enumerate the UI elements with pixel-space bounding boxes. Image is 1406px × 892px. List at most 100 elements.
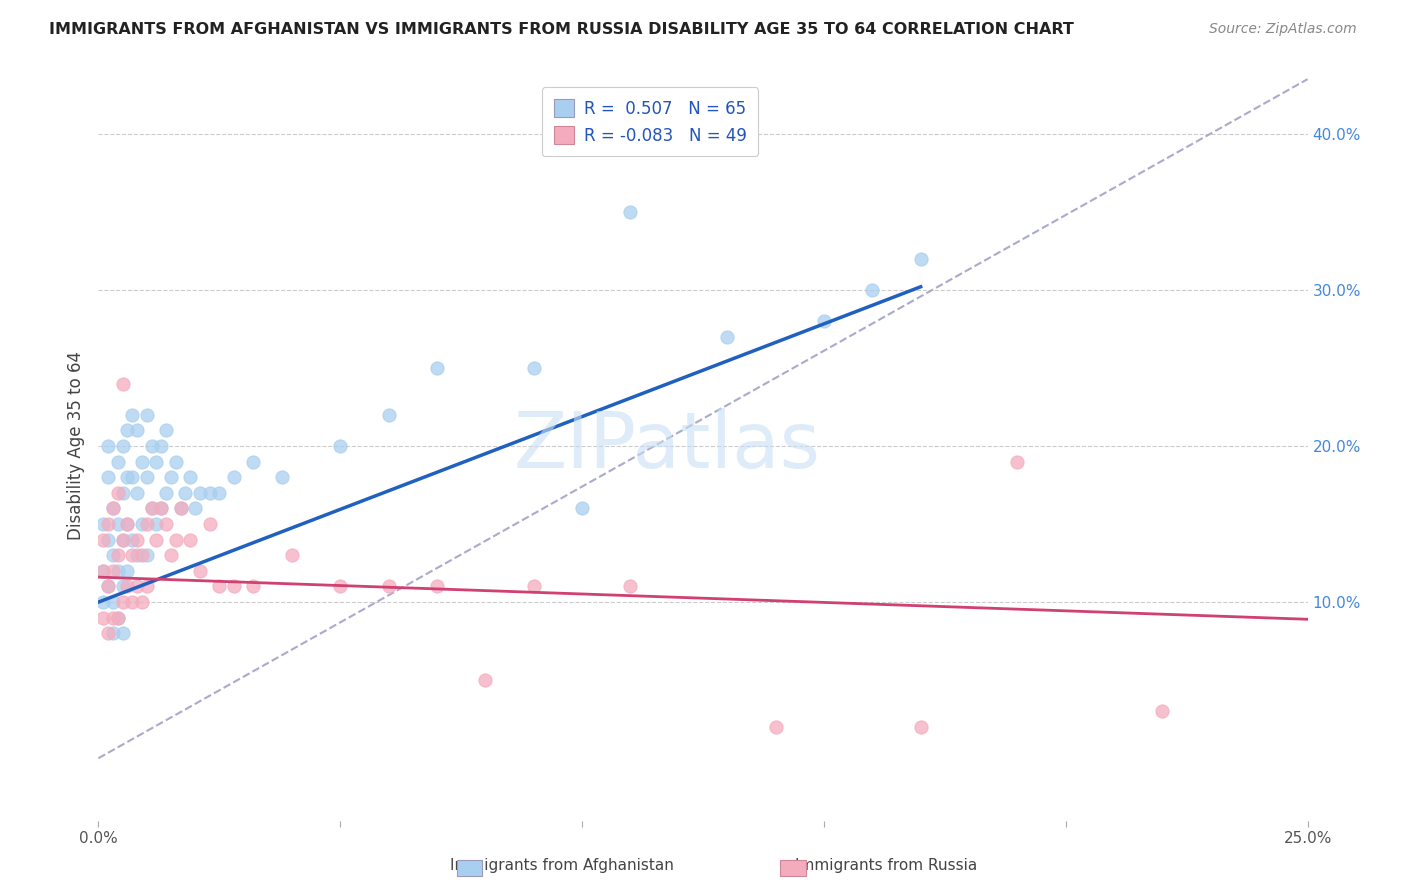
Point: [107, 564, 129, 578]
Y-axis label: Disability Age 35 to 64: Disability Age 35 to 64: [66, 351, 84, 541]
Point: [150, 439, 173, 453]
Point: [242, 455, 264, 469]
Point: [131, 548, 153, 563]
Point: [97, 580, 120, 594]
Point: [121, 595, 143, 609]
Point: [474, 673, 496, 687]
Point: [111, 580, 134, 594]
Point: [107, 611, 129, 625]
Point: [121, 533, 143, 547]
Point: [271, 470, 294, 484]
Point: [860, 283, 883, 297]
Point: [101, 501, 124, 516]
Point: [169, 501, 191, 516]
Point: [222, 470, 245, 484]
Point: [127, 548, 149, 563]
Point: [91, 611, 114, 625]
Point: [131, 455, 153, 469]
Point: [107, 548, 129, 563]
Point: [145, 517, 167, 532]
Point: [135, 580, 157, 594]
Point: [111, 626, 134, 640]
Point: [188, 485, 211, 500]
Point: [111, 439, 134, 453]
Point: [101, 564, 124, 578]
Point: [101, 501, 124, 516]
Point: [1152, 705, 1174, 719]
Point: [135, 470, 157, 484]
Point: [127, 424, 149, 438]
Point: [127, 485, 149, 500]
Point: [523, 580, 546, 594]
Point: [101, 626, 124, 640]
Point: [117, 580, 139, 594]
Point: [141, 501, 163, 516]
Point: [97, 470, 120, 484]
Point: [179, 533, 201, 547]
Point: [91, 533, 114, 547]
Point: [91, 595, 114, 609]
Point: [127, 580, 149, 594]
Text: Source: ZipAtlas.com: Source: ZipAtlas.com: [1209, 22, 1357, 37]
Point: [765, 720, 787, 734]
Point: [107, 485, 129, 500]
Point: [135, 408, 157, 422]
Text: IMMIGRANTS FROM AFGHANISTAN VS IMMIGRANTS FROM RUSSIA DISABILITY AGE 35 TO 64 CO: IMMIGRANTS FROM AFGHANISTAN VS IMMIGRANT…: [49, 22, 1074, 37]
Point: [169, 501, 191, 516]
Point: [111, 376, 134, 391]
Point: [117, 470, 139, 484]
Point: [111, 533, 134, 547]
Point: [188, 564, 211, 578]
Point: [281, 548, 304, 563]
Point: [150, 501, 173, 516]
Point: [97, 626, 120, 640]
Point: [101, 611, 124, 625]
Point: [155, 485, 177, 500]
Point: [222, 580, 245, 594]
Point: [571, 501, 593, 516]
Point: [160, 548, 183, 563]
Point: [127, 533, 149, 547]
Point: [101, 595, 124, 609]
Point: [107, 455, 129, 469]
Text: ZIPatlas: ZIPatlas: [513, 408, 820, 484]
Point: [91, 517, 114, 532]
Point: [145, 533, 167, 547]
Point: [97, 533, 120, 547]
Point: [111, 595, 134, 609]
Point: [155, 424, 177, 438]
Point: [111, 533, 134, 547]
Point: [97, 580, 120, 594]
Point: [121, 548, 143, 563]
Point: [155, 517, 177, 532]
Point: [377, 580, 399, 594]
Point: [160, 470, 183, 484]
Point: [107, 517, 129, 532]
Point: [131, 517, 153, 532]
Point: [174, 485, 197, 500]
Point: [910, 720, 932, 734]
Point: [111, 485, 134, 500]
Point: [135, 548, 157, 563]
Point: [184, 501, 207, 516]
Point: [198, 485, 221, 500]
Point: [1007, 455, 1029, 469]
Point: [131, 595, 153, 609]
Point: [208, 485, 231, 500]
Legend: R =  0.507   N = 65, R = -0.083   N = 49: R = 0.507 N = 65, R = -0.083 N = 49: [543, 87, 758, 156]
Point: [813, 314, 835, 328]
Point: [117, 424, 139, 438]
Point: [179, 470, 201, 484]
Point: [426, 361, 449, 376]
Point: [242, 580, 264, 594]
Point: [716, 330, 738, 344]
Point: [97, 439, 120, 453]
Point: [91, 564, 114, 578]
Point: [523, 361, 546, 376]
Point: [117, 517, 139, 532]
Point: [198, 517, 221, 532]
Point: [141, 501, 163, 516]
Point: [329, 439, 352, 453]
Point: [910, 252, 932, 266]
Point: [329, 580, 352, 594]
